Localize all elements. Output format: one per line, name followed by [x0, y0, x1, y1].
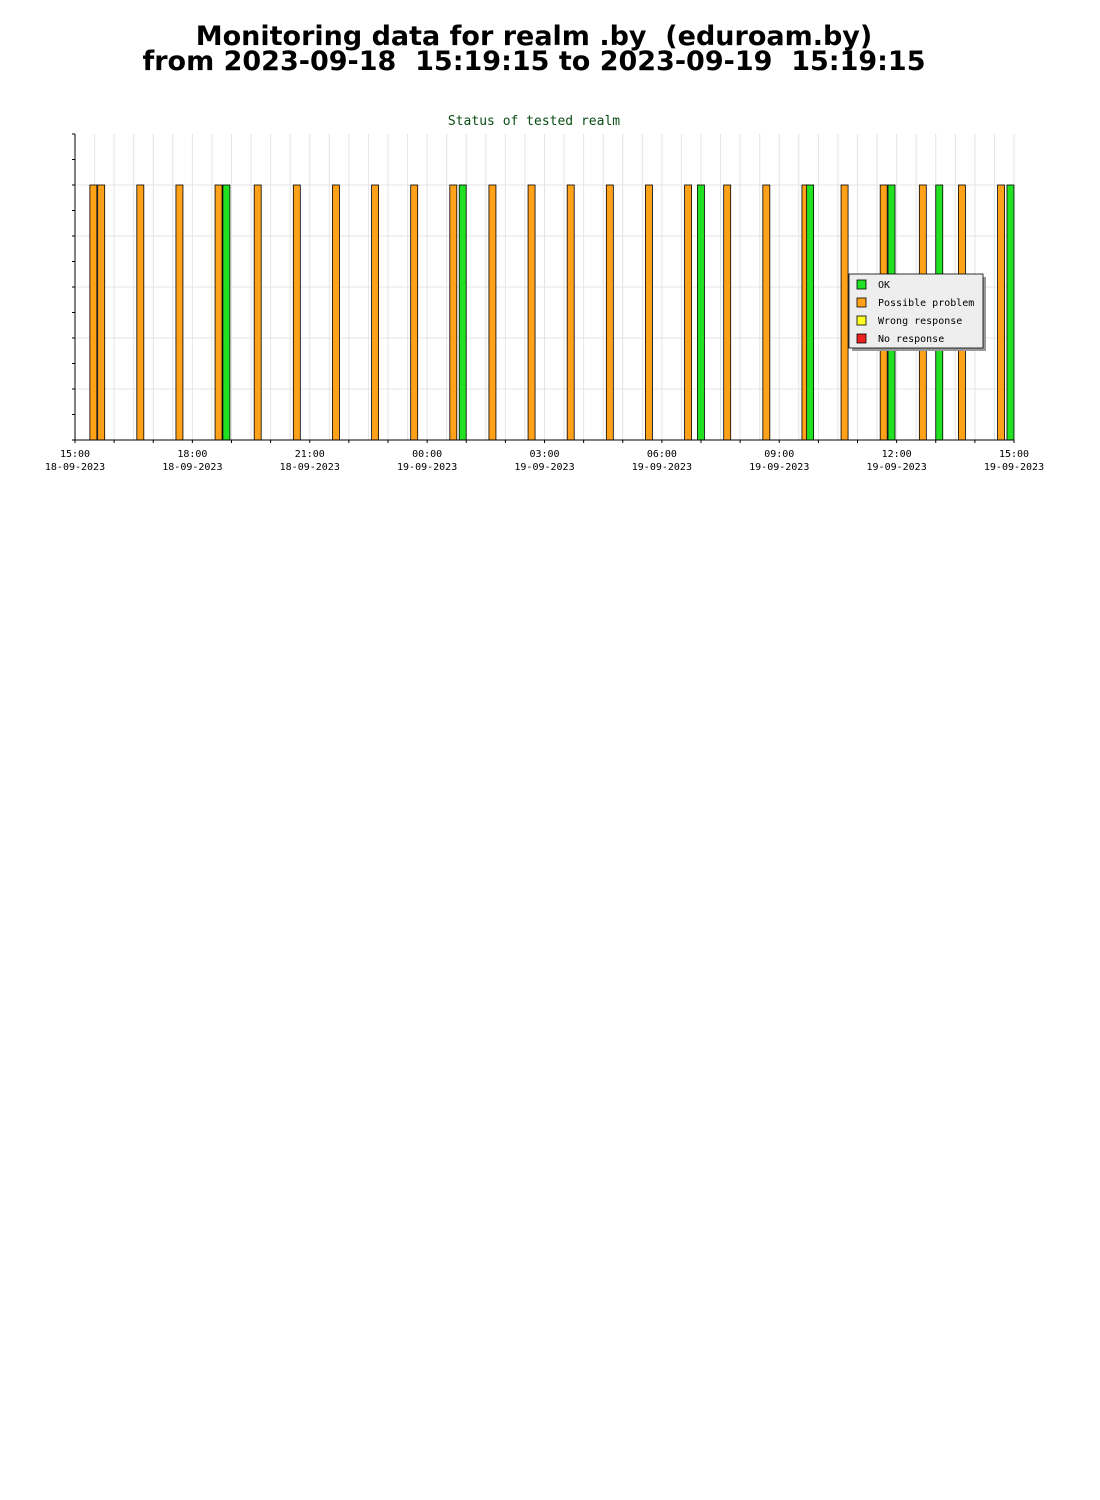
x-tick-label-time: 09:00	[764, 449, 794, 460]
status-bar-possible	[684, 184, 692, 441]
legend-label-wrong: Wrong response	[878, 316, 962, 327]
status-bar-possible	[645, 184, 653, 441]
status-bar-possible	[488, 184, 497, 441]
status-bar-possible	[723, 184, 732, 441]
x-tick-label-time: 03:00	[529, 449, 559, 460]
status-bar-possible	[449, 184, 458, 441]
status-bar-possible	[840, 184, 849, 441]
x-tick-label-time: 06:00	[647, 449, 677, 460]
legend-swatch-wrong	[856, 315, 867, 326]
x-tick-label-date: 19-09-2023	[867, 462, 927, 473]
x-tick-label-time: 18:00	[177, 449, 207, 460]
status-bar-possible	[97, 184, 106, 441]
x-tick-label-date: 19-09-2023	[514, 462, 574, 473]
status-bar-possible	[175, 184, 184, 441]
page-title: Monitoring data for realm .by (eduroam.b…	[0, 21, 1068, 77]
x-axis-ticks: 15:00 18-09-2023 18:00 18-09-2023 21:00 18-09…	[45, 449, 1044, 473]
status-bar-possible	[214, 184, 223, 441]
status-bar-possible	[605, 184, 614, 441]
legend-swatch-none	[856, 333, 867, 344]
x-tick-label-date: 18-09-2023	[45, 462, 105, 473]
chart-title: Status of tested realm	[448, 114, 620, 129]
x-tick-label-time: 15:00	[60, 449, 90, 460]
legend-label-possible: Possible problem	[878, 298, 974, 309]
chart-axes	[72, 133, 1015, 443]
legend-label-ok: OK	[878, 280, 890, 291]
status-bar-possible	[997, 184, 1005, 441]
status-bar-possible	[566, 184, 575, 441]
status-bar-possible	[136, 184, 145, 441]
status-chart: Status of tested realm 15:00 18-09-2023 18…	[45, 114, 1044, 473]
legend-swatch-ok	[856, 279, 867, 290]
chart-legend: OK Possible problem Wrong response No respo…	[848, 273, 986, 351]
status-bar-possible	[762, 184, 771, 441]
status-bar-ok	[222, 184, 231, 441]
x-tick-label-date: 18-09-2023	[162, 462, 222, 473]
x-tick-label-time: 00:00	[412, 449, 442, 460]
status-bar-ok	[806, 184, 815, 441]
legend-box	[848, 273, 984, 349]
status-bar-possible	[332, 184, 340, 441]
status-bar-possible	[253, 184, 262, 441]
x-tick-label-date: 18-09-2023	[280, 462, 340, 473]
legend-label-none: No response	[878, 334, 944, 345]
status-bar-possible	[89, 184, 98, 441]
x-tick-label-time: 12:00	[882, 449, 912, 460]
title-line-2: from 2023-09-18 15:19:15 to 2023-09-19 1…	[142, 46, 926, 77]
x-tick-label-time: 21:00	[295, 449, 325, 460]
x-tick-label-date: 19-09-2023	[632, 462, 692, 473]
x-tick-label-date: 19-09-2023	[749, 462, 809, 473]
title-line-1: Monitoring data for realm .by (eduroam.b…	[195, 21, 873, 52]
x-tick-label-date: 19-09-2023	[397, 462, 457, 473]
status-bar-possible	[527, 184, 536, 441]
status-bar-possible	[371, 184, 379, 441]
status-bar-ok	[458, 184, 467, 441]
status-bar-possible	[410, 184, 419, 441]
x-tick-label-date: 19-09-2023	[984, 462, 1044, 473]
legend-swatch-possible	[856, 297, 867, 308]
x-tick-label-time: 15:00	[999, 449, 1029, 460]
status-bar-ok	[697, 184, 705, 441]
status-bar-possible	[292, 184, 301, 441]
status-bar-ok	[1006, 184, 1015, 441]
